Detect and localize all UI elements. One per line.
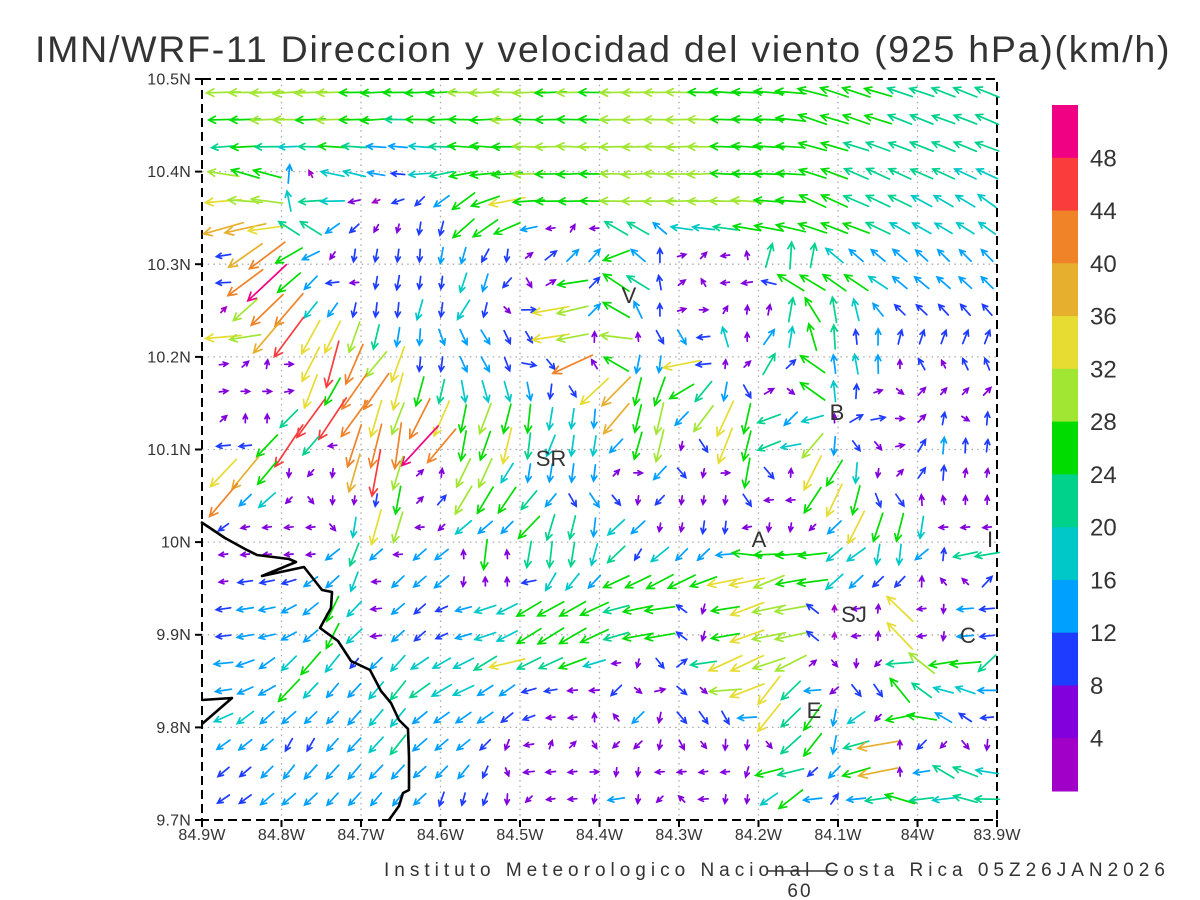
svg-text:28: 28	[1090, 409, 1117, 436]
svg-text:84W: 84W	[901, 827, 935, 844]
svg-text:24: 24	[1090, 462, 1117, 489]
svg-text:A: A	[752, 527, 767, 552]
svg-text:10.4N: 10.4N	[147, 164, 191, 181]
svg-text:36: 36	[1090, 304, 1117, 331]
svg-text:84.5W: 84.5W	[496, 827, 544, 844]
svg-text:V: V	[622, 283, 637, 308]
svg-text:IMN/WRF-11 Direccion y velocid: IMN/WRF-11 Direccion y velocidad del vie…	[35, 28, 1171, 70]
svg-text:9.8N: 9.8N	[156, 720, 191, 737]
svg-text:C: C	[960, 623, 976, 648]
svg-text:10.1N: 10.1N	[147, 442, 191, 459]
svg-text:16: 16	[1090, 567, 1117, 594]
svg-text:84.1W: 84.1W	[814, 827, 862, 844]
svg-text:SJ: SJ	[841, 602, 867, 627]
svg-text:9.9N: 9.9N	[156, 627, 191, 644]
svg-text:20: 20	[1090, 515, 1117, 542]
svg-text:I: I	[987, 527, 993, 552]
svg-text:32: 32	[1090, 356, 1117, 383]
svg-text:10.5N: 10.5N	[147, 72, 191, 89]
svg-text:48: 48	[1090, 145, 1117, 172]
svg-text:E: E	[807, 698, 822, 723]
svg-text:10.3N: 10.3N	[147, 257, 191, 274]
svg-text:SR: SR	[536, 446, 567, 471]
svg-text:4: 4	[1090, 726, 1103, 753]
svg-text:84.9W: 84.9W	[178, 827, 226, 844]
svg-text:84.3W: 84.3W	[655, 827, 703, 844]
svg-text:12: 12	[1090, 620, 1117, 647]
svg-text:84.7W: 84.7W	[337, 827, 385, 844]
svg-text:44: 44	[1090, 198, 1117, 225]
svg-text:9.7N: 9.7N	[156, 813, 191, 830]
svg-text:8: 8	[1090, 673, 1103, 700]
svg-text:84.2W: 84.2W	[735, 827, 783, 844]
svg-text:10N: 10N	[161, 535, 191, 552]
svg-text:40: 40	[1090, 251, 1117, 278]
svg-text:10.2N: 10.2N	[147, 349, 191, 366]
svg-text:B: B	[830, 400, 845, 425]
svg-text:60: 60	[787, 881, 812, 900]
svg-text:83.9W: 83.9W	[973, 827, 1021, 844]
svg-text:84.8W: 84.8W	[258, 827, 306, 844]
svg-text:84.4W: 84.4W	[576, 827, 624, 844]
svg-text:84.6W: 84.6W	[417, 827, 465, 844]
